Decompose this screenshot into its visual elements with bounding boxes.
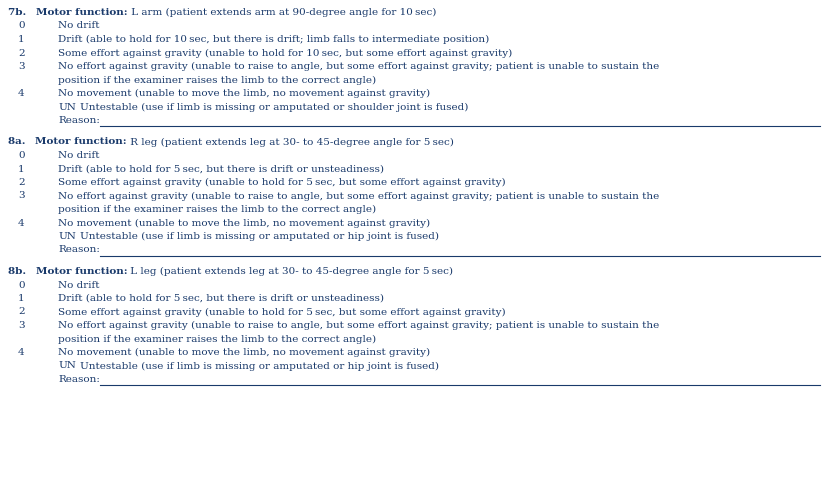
- Text: L leg (patient extends leg at 30- to 45-degree angle for 5 sec): L leg (patient extends leg at 30- to 45-…: [128, 267, 454, 276]
- Text: Drift (able to hold for 10 sec, but there is drift; limb falls to intermediate p: Drift (able to hold for 10 sec, but ther…: [58, 35, 490, 44]
- Text: 1: 1: [18, 294, 25, 303]
- Text: Motor function:: Motor function:: [36, 267, 128, 276]
- Text: 3: 3: [18, 62, 25, 71]
- Text: 2: 2: [18, 178, 25, 187]
- Text: Motor function:: Motor function:: [35, 137, 127, 147]
- Text: UN: UN: [58, 232, 76, 241]
- Text: position if the examiner raises the limb to the correct angle): position if the examiner raises the limb…: [58, 335, 376, 343]
- Text: Reason:: Reason:: [58, 246, 100, 254]
- Text: No effort against gravity (unable to raise to angle, but some effort against gra: No effort against gravity (unable to rai…: [58, 321, 659, 330]
- Text: position if the examiner raises the limb to the correct angle): position if the examiner raises the limb…: [58, 205, 376, 214]
- Text: 2: 2: [18, 308, 25, 316]
- Text: No effort against gravity (unable to raise to angle, but some effort against gra: No effort against gravity (unable to rai…: [58, 62, 659, 71]
- Text: Reason:: Reason:: [58, 375, 100, 384]
- Text: UN: UN: [58, 102, 76, 112]
- Text: 3: 3: [18, 321, 25, 330]
- Text: 8b.: 8b.: [8, 267, 30, 276]
- Text: 0: 0: [18, 22, 25, 31]
- Text: 4: 4: [18, 348, 25, 357]
- Text: 1: 1: [18, 164, 25, 174]
- Text: UN: UN: [58, 362, 76, 370]
- Text: Motor function:: Motor function:: [36, 8, 128, 17]
- Text: 0: 0: [18, 280, 25, 289]
- Text: No movement (unable to move the limb, no movement against gravity): No movement (unable to move the limb, no…: [58, 218, 430, 228]
- Text: Untestable (use if limb is missing or amputated or hip joint is fused): Untestable (use if limb is missing or am…: [80, 362, 439, 370]
- Text: No movement (unable to move the limb, no movement against gravity): No movement (unable to move the limb, no…: [58, 89, 430, 98]
- Text: 1: 1: [18, 35, 25, 44]
- Text: R leg (patient extends leg at 30- to 45-degree angle for 5 sec): R leg (patient extends leg at 30- to 45-…: [127, 137, 454, 147]
- Text: position if the examiner raises the limb to the correct angle): position if the examiner raises the limb…: [58, 75, 376, 85]
- Text: 3: 3: [18, 191, 25, 201]
- Text: 7b.: 7b.: [8, 8, 30, 17]
- Text: L arm (patient extends arm at 90-degree angle for 10 sec): L arm (patient extends arm at 90-degree …: [128, 8, 436, 17]
- Text: Untestable (use if limb is missing or amputated or hip joint is fused): Untestable (use if limb is missing or am…: [80, 232, 439, 241]
- Text: No drift: No drift: [58, 280, 99, 289]
- Text: 8a.: 8a.: [8, 137, 29, 147]
- Text: Some effort against gravity (unable to hold for 5 sec, but some effort against g: Some effort against gravity (unable to h…: [58, 178, 505, 187]
- Text: 0: 0: [18, 151, 25, 160]
- Text: No effort against gravity (unable to raise to angle, but some effort against gra: No effort against gravity (unable to rai…: [58, 191, 659, 201]
- Text: Some effort against gravity (unable to hold for 10 sec, but some effort against : Some effort against gravity (unable to h…: [58, 49, 512, 58]
- Text: 2: 2: [18, 49, 25, 58]
- Text: Some effort against gravity (unable to hold for 5 sec, but some effort against g: Some effort against gravity (unable to h…: [58, 308, 505, 317]
- Text: No drift: No drift: [58, 151, 99, 160]
- Text: Untestable (use if limb is missing or amputated or shoulder joint is fused): Untestable (use if limb is missing or am…: [80, 102, 469, 112]
- Text: No movement (unable to move the limb, no movement against gravity): No movement (unable to move the limb, no…: [58, 348, 430, 357]
- Text: 4: 4: [18, 218, 25, 227]
- Text: Drift (able to hold for 5 sec, but there is drift or unsteadiness): Drift (able to hold for 5 sec, but there…: [58, 294, 384, 303]
- Text: Reason:: Reason:: [58, 116, 100, 125]
- Text: 4: 4: [18, 89, 25, 98]
- Text: Drift (able to hold for 5 sec, but there is drift or unsteadiness): Drift (able to hold for 5 sec, but there…: [58, 164, 384, 174]
- Text: No drift: No drift: [58, 22, 99, 31]
